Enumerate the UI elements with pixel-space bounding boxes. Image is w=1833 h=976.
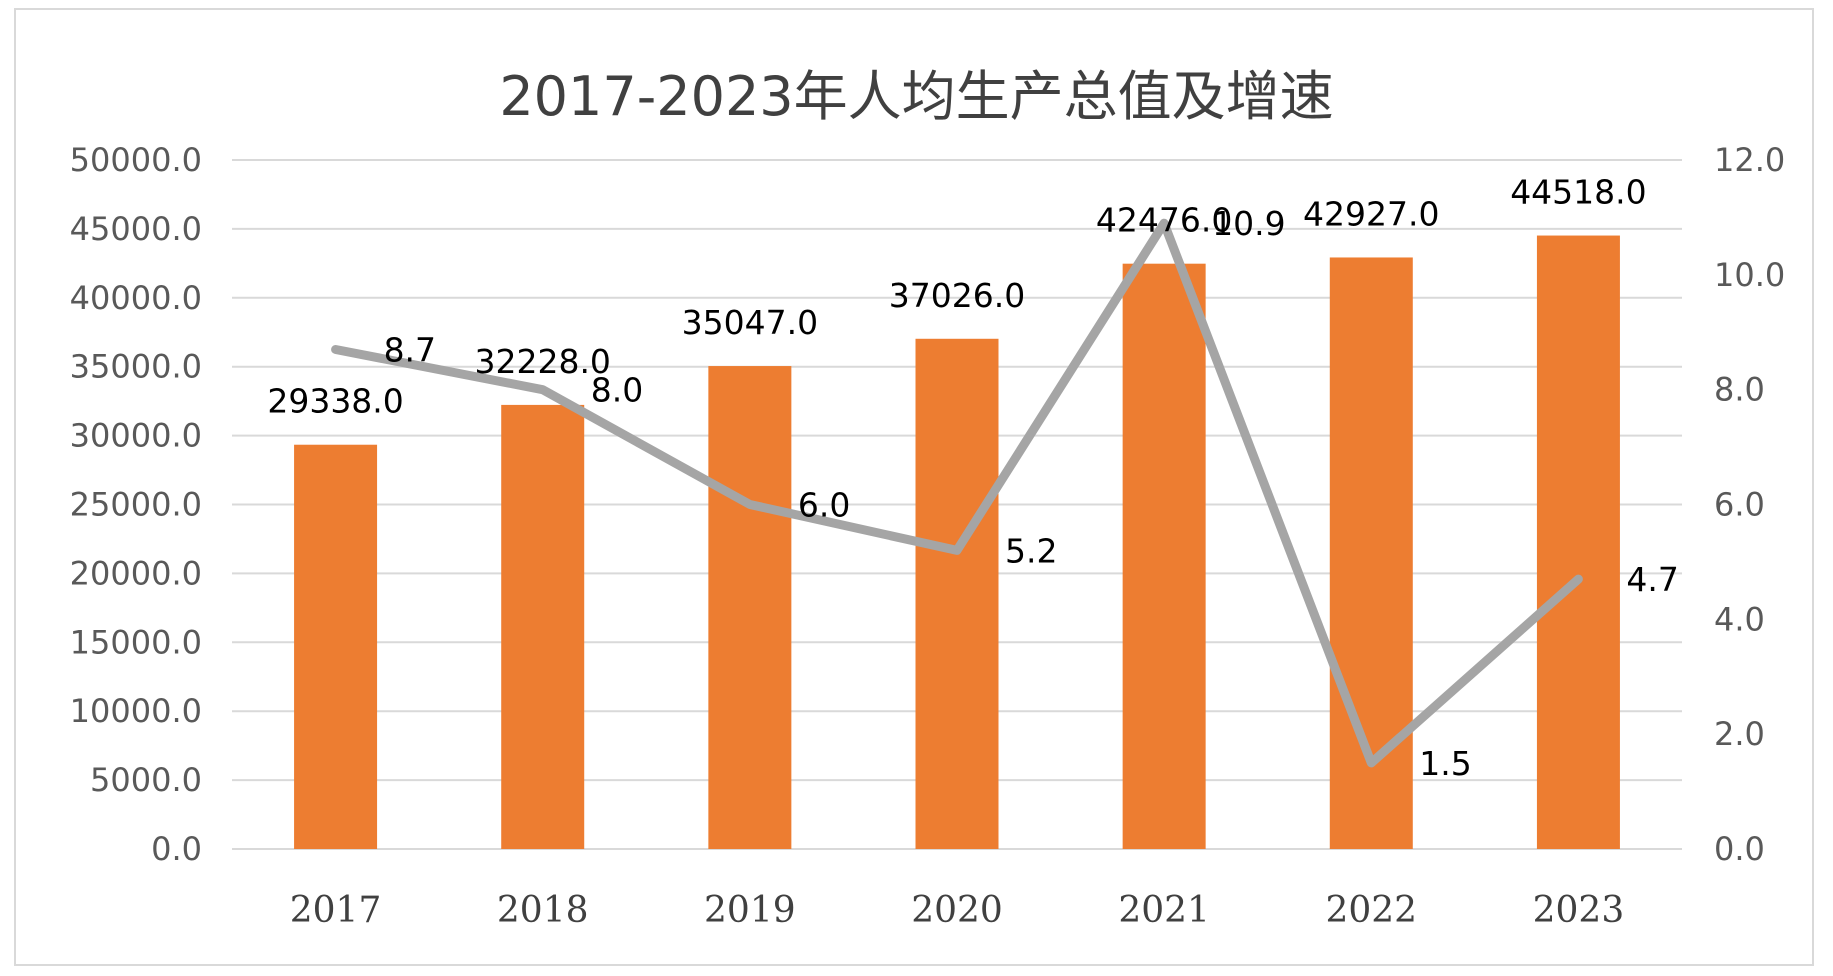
left-tick-label: 20000.0	[70, 554, 202, 592]
line-value-label: 1.5	[1419, 744, 1471, 783]
right-tick-label: 2.0	[1714, 715, 1765, 753]
bar-value-label: 42927.0	[1303, 194, 1439, 233]
x-tick-label: 2023	[1533, 890, 1625, 931]
left-tick-label: 30000.0	[70, 417, 202, 455]
line-point	[956, 549, 958, 552]
bar	[294, 444, 378, 849]
line-value-label: 8.7	[384, 330, 436, 369]
bar-value-label: 32228.0	[474, 342, 610, 381]
right-tick-label: 12.0	[1714, 141, 1785, 179]
right-tick-label: 10.0	[1714, 256, 1785, 294]
bar	[708, 366, 792, 849]
x-axis-ticks: 2017 2018 2019 2020 2021 2022 2023	[290, 890, 1624, 931]
bar	[1122, 263, 1206, 849]
left-tick-label: 15000.0	[70, 623, 202, 661]
x-tick-label: 2022	[1325, 890, 1417, 931]
bar-value-label: 29338.0	[267, 382, 403, 421]
bar	[1536, 235, 1620, 849]
right-tick-label: 8.0	[1714, 371, 1765, 409]
line-point	[1577, 578, 1580, 581]
line-point	[334, 348, 337, 351]
x-tick-label: 2017	[290, 890, 382, 931]
bar-value-label: 35047.0	[682, 303, 818, 342]
chart-title: 2017-2023年人均生产总值及增速	[499, 65, 1334, 128]
line-value-label: 8.0	[591, 371, 643, 410]
line-value-label: 10.9	[1212, 204, 1285, 243]
left-tick-label: 45000.0	[70, 210, 202, 248]
x-tick-label: 2018	[497, 890, 589, 931]
left-tick-label: 40000.0	[70, 279, 202, 317]
bar-value-label: 44518.0	[1510, 173, 1646, 212]
line-point	[1370, 761, 1373, 764]
bar-series	[294, 235, 1620, 849]
left-tick-label: 5000.0	[90, 761, 202, 799]
left-tick-label: 25000.0	[70, 486, 202, 524]
left-axis-ticks: 0.0 5000.0 10000.0 15000.0 20000.0 25000.0 300…	[70, 141, 202, 868]
line-point	[1163, 222, 1166, 225]
line-point	[748, 503, 751, 506]
right-tick-label: 6.0	[1714, 486, 1765, 524]
right-axis-ticks: 0.0 2.0 4.0 6.0 8.0 10.0 12.0	[1714, 141, 1785, 868]
line-value-label: 5.2	[1005, 531, 1057, 570]
line-point	[541, 388, 544, 391]
right-tick-label: 0.0	[1714, 830, 1765, 868]
line-series	[331, 218, 1583, 768]
bar-value-label: 37026.0	[889, 276, 1025, 315]
line-data-labels: 8.7 8.0 6.0 5.2 10.9 1.5 4.7	[384, 204, 1679, 783]
left-tick-label: 0.0	[151, 830, 202, 868]
bar	[915, 338, 999, 849]
x-tick-label: 2021	[1118, 890, 1210, 931]
left-tick-label: 10000.0	[70, 692, 202, 730]
line-value-label: 6.0	[798, 486, 850, 525]
right-tick-label: 4.0	[1714, 600, 1765, 638]
bar-data-labels: 29338.0 32228.0 35047.0 37026.0 42476.0 42927…	[267, 173, 1646, 421]
bar-value-label: 42476.0	[1096, 201, 1232, 240]
x-tick-label: 2020	[911, 890, 1003, 931]
x-tick-label: 2019	[704, 890, 796, 931]
left-tick-label: 50000.0	[70, 141, 202, 179]
line-value-label: 4.7	[1626, 560, 1678, 599]
left-tick-label: 35000.0	[70, 348, 202, 386]
bar	[501, 404, 585, 849]
